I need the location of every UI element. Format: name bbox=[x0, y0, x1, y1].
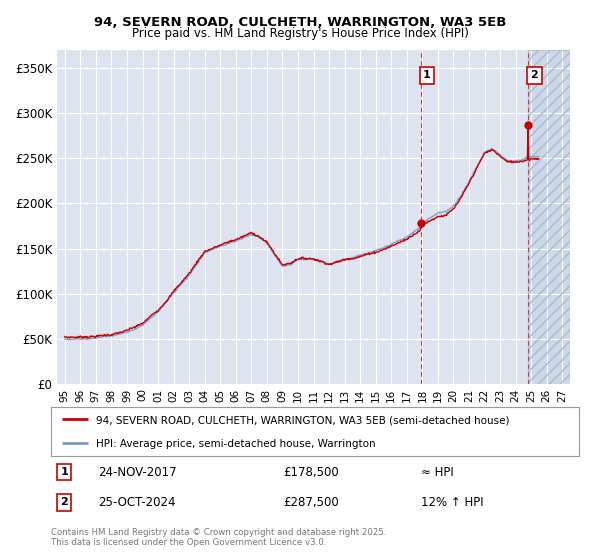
Text: £287,500: £287,500 bbox=[283, 496, 339, 509]
Text: 94, SEVERN ROAD, CULCHETH, WARRINGTON, WA3 5EB (semi-detached house): 94, SEVERN ROAD, CULCHETH, WARRINGTON, W… bbox=[96, 416, 509, 426]
Text: HPI: Average price, semi-detached house, Warrington: HPI: Average price, semi-detached house,… bbox=[96, 439, 376, 449]
Text: 24-NOV-2017: 24-NOV-2017 bbox=[98, 465, 177, 479]
Text: ≈ HPI: ≈ HPI bbox=[421, 465, 454, 479]
Text: Price paid vs. HM Land Registry's House Price Index (HPI): Price paid vs. HM Land Registry's House … bbox=[131, 27, 469, 40]
Text: 25-OCT-2024: 25-OCT-2024 bbox=[98, 496, 176, 509]
Text: Contains HM Land Registry data © Crown copyright and database right 2025.
This d: Contains HM Land Registry data © Crown c… bbox=[51, 528, 386, 547]
Text: £178,500: £178,500 bbox=[283, 465, 339, 479]
Bar bbox=[528, 50, 570, 384]
Text: 1: 1 bbox=[61, 467, 68, 477]
Text: 2: 2 bbox=[61, 497, 68, 507]
Text: 12% ↑ HPI: 12% ↑ HPI bbox=[421, 496, 483, 509]
Bar bbox=[528, 50, 570, 384]
Text: 1: 1 bbox=[423, 70, 431, 80]
Text: 2: 2 bbox=[530, 70, 538, 80]
Text: 94, SEVERN ROAD, CULCHETH, WARRINGTON, WA3 5EB: 94, SEVERN ROAD, CULCHETH, WARRINGTON, W… bbox=[94, 16, 506, 29]
